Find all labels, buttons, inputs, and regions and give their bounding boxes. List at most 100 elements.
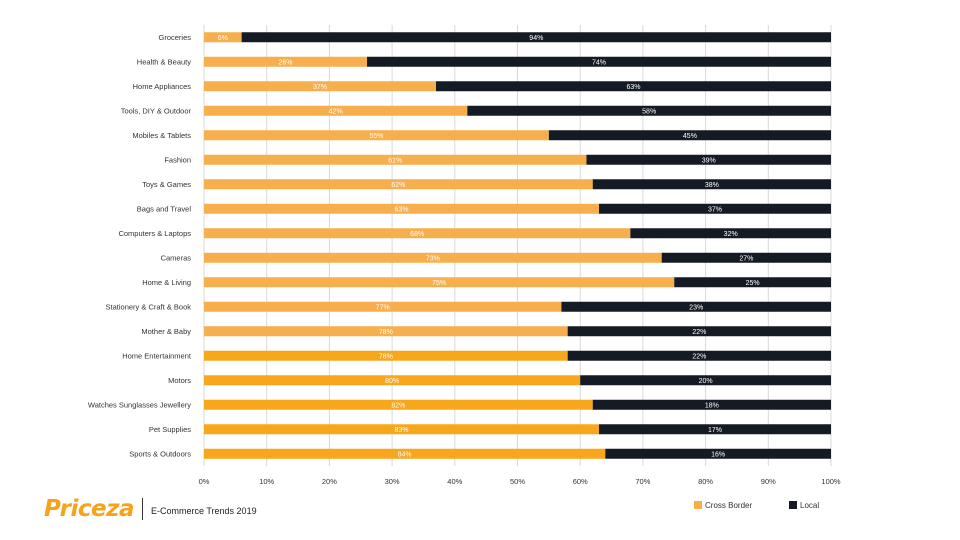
category-label: Stationery & Craft & Book [106,303,192,312]
category-label: Sports & Outdoors [129,450,191,459]
bar-cross-border [204,448,606,459]
cross-border-data-label: 75% [432,280,446,287]
cross-border-data-label: 6% [218,35,228,42]
cross-border-data-label: 73% [426,255,440,262]
bar-local [592,399,831,410]
bar-local [467,105,831,116]
bar-local [435,81,831,92]
bar-cross-border [204,203,600,214]
category-label: Home Entertainment [122,352,192,361]
x-tick-label: 30% [385,477,400,486]
category-label: Computers & Laptops [118,229,191,238]
bar-local [599,424,831,435]
bar-local [580,375,831,386]
bar-cross-border [204,277,675,288]
x-tick-label: 90% [761,477,776,486]
bar-cross-border [204,56,368,67]
brand-footer: Priceza E-Commerce Trends 2019 [44,496,257,522]
category-label: Pet Supplies [149,425,191,434]
category-label: Tools, DIY & Outdoor [121,107,192,116]
x-tick-label: 50% [510,477,525,486]
local-data-label: 27% [739,255,753,262]
bar-cross-border [204,424,600,435]
local-data-label: 25% [746,280,760,287]
bar-cross-border [204,252,662,263]
legend-label-cross-border: Cross Border [705,501,752,510]
local-data-label: 45% [683,133,697,140]
x-tick-label: 40% [447,477,462,486]
cross-border-data-label: 62% [391,182,405,189]
bar-local [661,252,831,263]
x-tick-label: 100% [821,477,841,486]
local-data-label: 39% [702,157,716,164]
bar-cross-border [204,179,593,190]
bar-local [241,32,831,43]
local-data-label: 22% [692,329,706,336]
cross-border-data-label: 63% [394,206,408,213]
local-data-label: 63% [626,84,640,91]
bar-local [561,301,831,312]
cross-border-data-label: 78% [379,353,393,360]
cross-border-data-label: 80% [385,378,399,385]
cross-border-data-label: 26% [279,59,293,66]
category-label: Motors [168,376,191,385]
x-tick-label: 60% [573,477,588,486]
category-label: Fashion [164,156,191,165]
bar-cross-border [204,375,581,386]
x-tick-label: 80% [698,477,713,486]
bar-cross-border [204,154,587,165]
cross-border-data-label: 84% [398,451,412,458]
bar-local [605,448,831,459]
bar-cross-border [204,399,593,410]
bar-cross-border [204,105,468,116]
bar-local [567,350,831,361]
category-label: Watches Sunglasses Jewellery [88,401,191,410]
local-data-label: 74% [592,59,606,66]
x-tick-label: 70% [635,477,650,486]
category-label: Groceries [158,33,191,42]
bar-local [630,228,831,239]
bar-local [367,56,831,67]
local-data-label: 32% [724,231,738,238]
cross-border-data-label: 42% [329,108,343,115]
legend-swatch-local [789,501,797,509]
cross-border-data-label: 77% [376,304,390,311]
bar-local [674,277,831,288]
bar-local [592,179,831,190]
bar-local [548,130,831,141]
category-label: Home Appliances [133,82,192,91]
legend-swatch-cross-border [694,501,702,509]
category-label: Home & Living [142,278,191,287]
cross-border-data-label: 68% [410,231,424,238]
category-label: Cameras [161,254,192,263]
cross-border-data-label: 82% [391,402,405,409]
category-label: Toys & Games [142,180,191,189]
bar-cross-border [204,350,568,361]
bar-cross-border [204,326,568,337]
local-data-label: 94% [529,35,543,42]
category-label: Mobiles & Tablets [132,131,191,140]
footer-divider [142,498,144,520]
local-data-label: 20% [699,378,713,385]
local-data-label: 38% [705,182,719,189]
bar-local [567,326,831,337]
report-tagline: E-Commerce Trends 2019 [151,506,257,516]
local-data-label: 58% [642,108,656,115]
cross-border-data-label: 83% [394,427,408,434]
local-data-label: 22% [692,353,706,360]
bar-local [599,203,831,214]
local-data-label: 23% [689,304,703,311]
local-data-label: 18% [705,402,719,409]
cross-border-data-label: 37% [313,84,327,91]
category-label: Bags and Travel [137,205,192,214]
local-data-label: 17% [708,427,722,434]
bar-cross-border [204,81,436,92]
cross-border-data-label: 78% [379,329,393,336]
bar-cross-border [204,301,562,312]
category-label: Mother & Baby [141,327,191,336]
cross-border-data-label: 61% [388,157,402,164]
x-tick-label: 10% [259,477,274,486]
bar-local [586,154,831,165]
bar-cross-border [204,130,549,141]
local-data-label: 37% [708,206,722,213]
